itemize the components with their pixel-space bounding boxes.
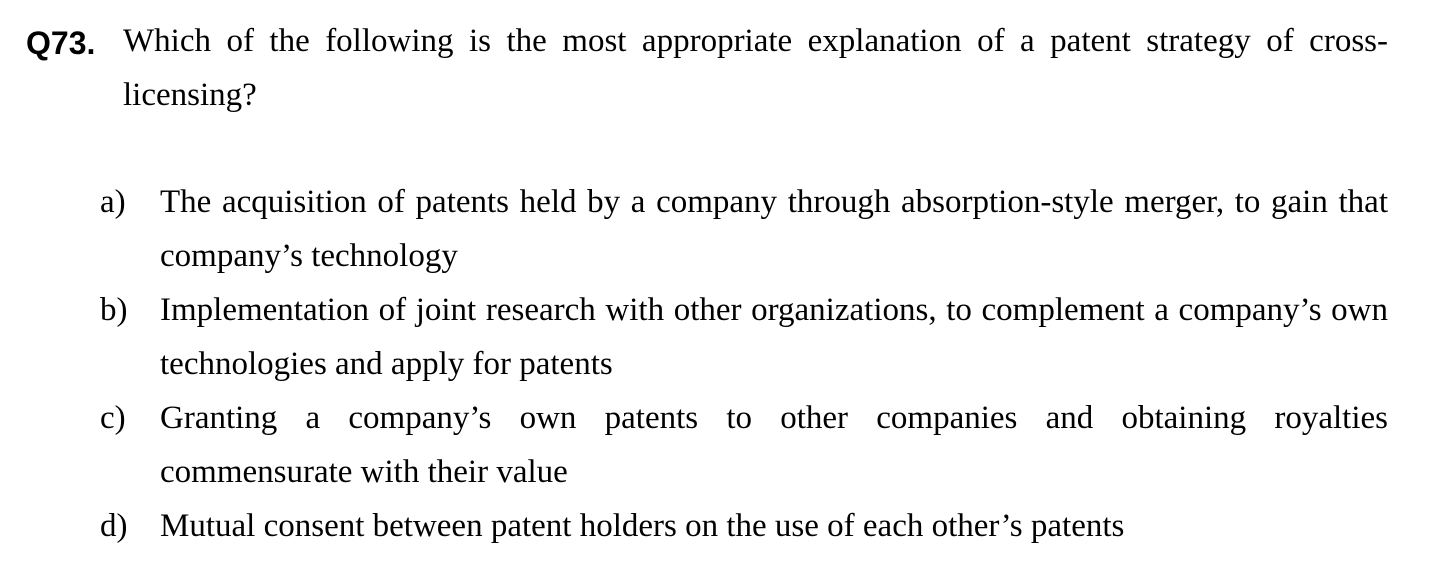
- option-text: Granting a company’s own patents to othe…: [160, 400, 1388, 490]
- answer-options: a) The acquisition of patents held by a …: [100, 175, 1388, 553]
- option-c: c) Granting a company’s own patents to o…: [100, 391, 1388, 499]
- option-a: a) The acquisition of patents held by a …: [100, 175, 1388, 283]
- option-b: b) Implementation of joint research with…: [100, 283, 1388, 391]
- option-d: d) Mutual consent between patent holders…: [100, 499, 1388, 553]
- option-text: Implementation of joint research with ot…: [160, 292, 1388, 382]
- question-text: Which of the following is the most appro…: [123, 23, 1388, 113]
- option-text: Mutual consent between patent holders on…: [160, 508, 1125, 544]
- option-letter: c): [100, 400, 126, 436]
- question-number: Q73.: [26, 25, 96, 61]
- option-letter: b): [100, 292, 128, 328]
- option-letter: d): [100, 508, 128, 544]
- option-letter: a): [100, 184, 126, 220]
- question-block: Q73. Which of the following is the most …: [26, 14, 1388, 122]
- option-text: The acquisition of patents held by a com…: [160, 184, 1388, 274]
